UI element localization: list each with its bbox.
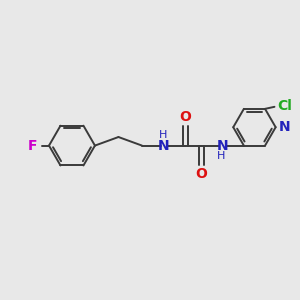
Text: O: O	[179, 110, 191, 124]
Text: Cl: Cl	[278, 99, 292, 113]
Text: F: F	[28, 139, 37, 153]
Text: O: O	[196, 167, 207, 181]
Text: N: N	[158, 139, 170, 153]
Text: N: N	[279, 120, 291, 134]
Text: H: H	[158, 130, 167, 140]
Text: H: H	[217, 151, 225, 161]
Text: N: N	[217, 139, 229, 153]
